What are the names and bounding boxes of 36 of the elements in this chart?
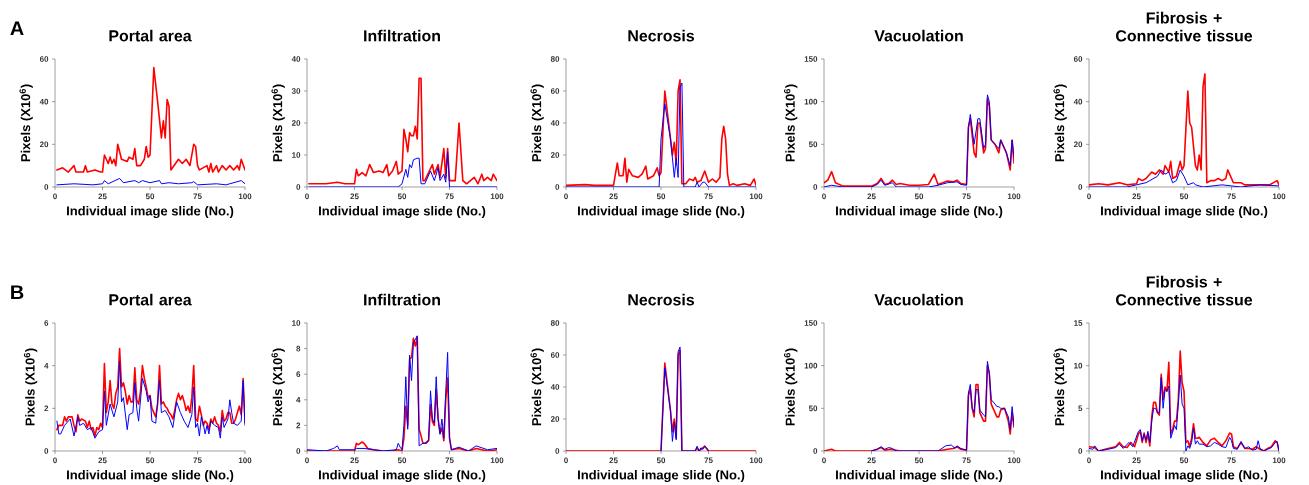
x-axis-title: Individual image slide (No.) bbox=[836, 469, 1003, 483]
chart-title: Infiltration bbox=[364, 293, 440, 306]
y-axis-title: Pixels (X10$^{6}$) bbox=[1053, 84, 1067, 162]
line-series bbox=[660, 346, 710, 451]
chart-title: Vacuolation bbox=[874, 293, 963, 306]
y-axis-title: Pixels (X10$^{6}$) bbox=[23, 348, 38, 426]
chart-title: Fibrosis + Connective tissue bbox=[1116, 275, 1253, 306]
x-axis-title: Individual image slide (No.) bbox=[1101, 469, 1268, 483]
y-axis-title: Pixels (X10$^{6}$) bbox=[271, 84, 285, 162]
x-axis-title: Individual image slide (No.) bbox=[319, 205, 486, 219]
text: B bbox=[11, 285, 24, 300]
y-axis-title: Pixels (X10$^{6}$) bbox=[530, 84, 544, 162]
x-axis-title: Individual image slide (No.) bbox=[578, 205, 745, 219]
chart-title: Portal area bbox=[109, 293, 192, 306]
x-axis-title: Individual image slide (No.) bbox=[1101, 205, 1268, 219]
x-axis-title: Individual image slide (No.) bbox=[67, 469, 234, 483]
y-axis-title: Pixels (X10$^{6}$) bbox=[19, 84, 33, 162]
line-series bbox=[56, 66, 246, 173]
chart-title: Vacuolation bbox=[874, 29, 963, 42]
x-axis-title: Individual image slide (No.) bbox=[578, 469, 745, 483]
y-axis-title: Pixels (X10$^{6}$) bbox=[1053, 348, 1067, 426]
line-series bbox=[56, 360, 246, 439]
y-axis-title: Pixels (X10$^{6}$) bbox=[784, 348, 798, 426]
y-axis-title: Pixels (X10$^{6}$) bbox=[271, 348, 285, 426]
x-axis-title: Individual image slide (No.) bbox=[836, 205, 1003, 219]
text: A bbox=[10, 21, 24, 36]
chart-title: Infiltration bbox=[364, 29, 440, 42]
chart-title: Necrosis bbox=[628, 293, 695, 306]
chart-title: Fibrosis + Connective tissue bbox=[1116, 11, 1253, 42]
y-axis-title: Pixels (X10$^{6}$) bbox=[530, 348, 544, 426]
line-series bbox=[871, 360, 1015, 451]
x-axis-title: Individual image slide (No.) bbox=[67, 205, 234, 219]
x-axis-title: Individual image slide (No.) bbox=[319, 469, 486, 483]
chart-title: Portal area bbox=[109, 29, 192, 42]
chart-title: Necrosis bbox=[628, 29, 695, 42]
y-axis-title: Pixels (X10$^{6}$) bbox=[784, 84, 798, 162]
